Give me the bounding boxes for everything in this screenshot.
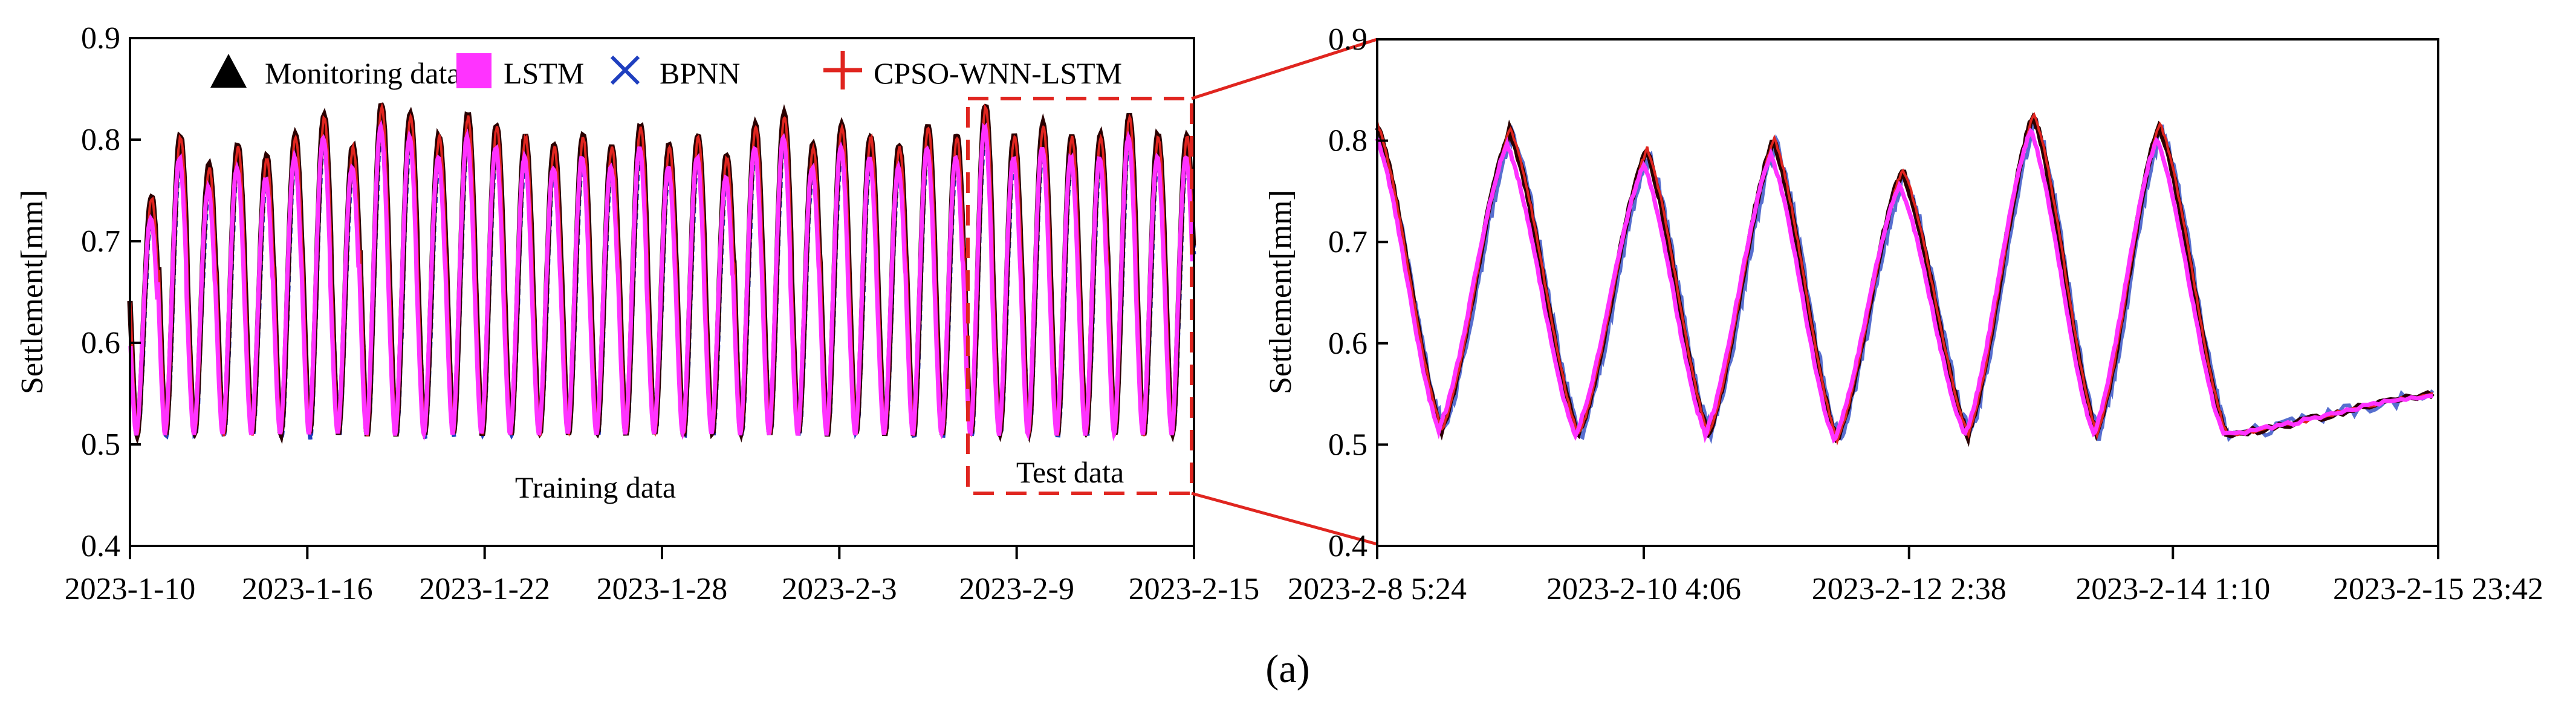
legend-label-monitoring: Monitoring data (265, 56, 461, 90)
test-region-box (966, 97, 1193, 495)
left-xtick-label: 2023-2-15 (1129, 572, 1260, 606)
left-xtick-label: 2023-1-28 (597, 572, 728, 606)
left-ytick-label: 0.8 (81, 123, 120, 157)
triangle-marker-icon (210, 54, 247, 88)
legend-item-bpnn: BPNN (610, 55, 740, 90)
right-plot-frame (1376, 38, 2439, 547)
right-xtick-label: 2023-2-8 5:24 (1288, 572, 1467, 606)
right-y-axis: 0.4 0.5 0.6 0.7 0.8 0.9 (1328, 22, 1388, 563)
right-xtick-label: 2023-2-12 2:38 (1812, 572, 2007, 606)
legend-label-cpso: CPSO-WNN-LSTM (874, 56, 1122, 90)
legend-label-bpnn: BPNN (660, 56, 740, 90)
left-xtick-label: 2023-1-16 (242, 572, 373, 606)
right-series-lstm (1375, 127, 2433, 444)
left-x-axis: 2023-1-10 2023-1-16 2023-1-22 2023-1-28 2023… (65, 546, 1260, 606)
left-ytick-label: 0.4 (81, 529, 120, 563)
figure-caption: (a) (1265, 647, 1309, 691)
left-y-axis-title: Settlement[mm] (15, 190, 50, 394)
right-ytick-label: 0.8 (1328, 124, 1367, 158)
right-ytick-label: 0.7 (1328, 225, 1367, 259)
cross-marker-icon (610, 55, 640, 85)
right-y-axis-title: Settlement[mm] (1264, 190, 1298, 394)
right-ytick-label: 0.6 (1328, 326, 1367, 361)
test-data-label: Test data (1016, 455, 1124, 489)
right-xtick-label: 2023-2-15 23:42 (2333, 572, 2543, 606)
left-xtick-label: 2023-1-22 (419, 572, 550, 606)
legend-item-lstm: LSTM (456, 53, 584, 90)
left-y-axis: 0.4 0.5 0.6 0.7 0.8 0.9 (81, 21, 141, 563)
training-data-label: Training data (515, 470, 676, 504)
right-x-axis: 2023-2-8 5:24 2023-2-10 4:06 2023-2-12 2:3… (1288, 546, 2543, 606)
left-ytick-label: 0.6 (81, 326, 120, 360)
right-xtick-label: 2023-2-14 1:10 (2075, 572, 2270, 606)
plus-marker-icon (823, 51, 862, 89)
right-series-layer (1375, 112, 2435, 447)
left-ytick-label: 0.5 (81, 427, 120, 462)
right-series-bpnn (1375, 117, 2435, 444)
left-series-lstm (128, 119, 1195, 441)
right-chart: 0.4 0.5 0.6 0.7 0.8 0.9 2023-2-8 5:24 2023-2-1… (1264, 22, 2543, 606)
right-series-cpso (1376, 112, 2433, 446)
zoom-connector-top (1191, 37, 1378, 100)
legend: Monitoring data LSTM BPNN CPSO-WNN-LSTM (210, 51, 1122, 90)
left-series-layer (127, 102, 1196, 445)
left-chart: 0.40.50.60.70.80.9 2023-1-10 2023-1-16 202… (15, 21, 1259, 606)
left-ytick-label: 0.9 (81, 21, 120, 56)
zoom-connector-bottom (1191, 492, 1378, 546)
left-xtick-label: 2023-2-9 (959, 572, 1074, 606)
right-xtick-label: 2023-2-10 4:06 (1546, 572, 1741, 606)
left-xtick-label: 2023-1-10 (65, 572, 196, 606)
legend-item-cpso: CPSO-WNN-LSTM (823, 51, 1122, 90)
legend-item-monitoring: Monitoring data (210, 54, 461, 90)
left-xtick-label: 2023-2-3 (782, 572, 897, 606)
right-ytick-label: 0.9 (1328, 22, 1367, 57)
legend-label-lstm: LSTM (504, 56, 584, 90)
left-ytick-label: 0.7 (81, 224, 120, 259)
right-ytick-label: 0.5 (1328, 427, 1367, 462)
right-ytick-label: 0.4 (1328, 529, 1367, 563)
right-series-monitoring (1375, 112, 2435, 447)
square-marker-icon (456, 53, 492, 88)
